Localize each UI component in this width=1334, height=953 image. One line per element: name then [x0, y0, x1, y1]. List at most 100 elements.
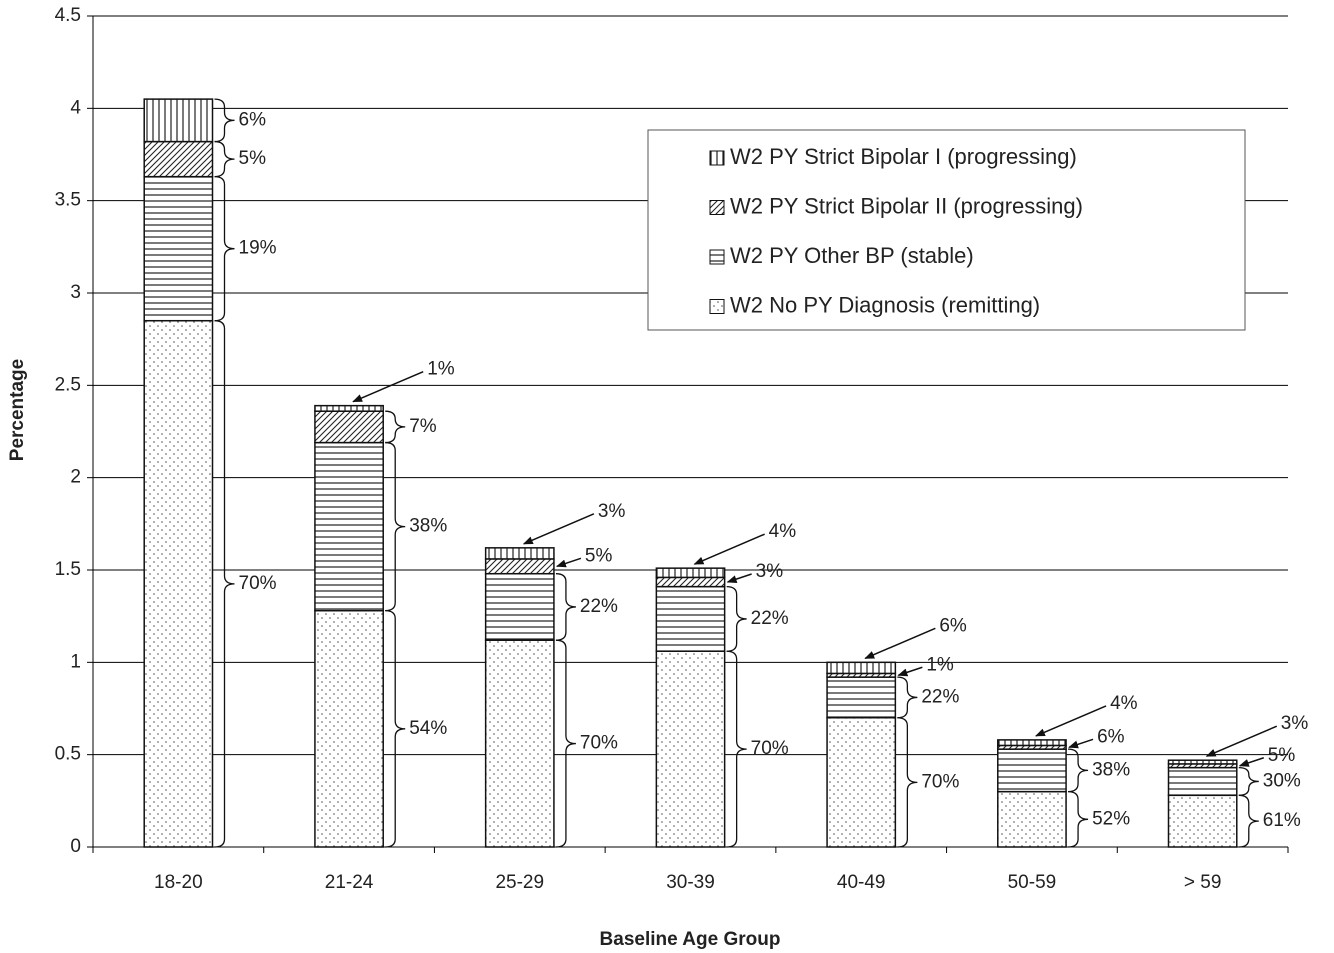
share-label: 3%: [598, 501, 626, 522]
brace: [726, 650, 747, 848]
label-arrow: [352, 370, 424, 403]
x-tick-label: 40-49: [837, 872, 886, 893]
x-tick-label: 30-39: [666, 872, 715, 893]
label-arrow: [897, 666, 923, 677]
x-tick-label: 21-24: [325, 872, 374, 893]
brace: [385, 410, 406, 444]
label-arrow: [1205, 725, 1278, 757]
share-label: 19%: [239, 238, 277, 259]
label-arrow: [522, 513, 595, 545]
share-label: 22%: [580, 596, 618, 617]
bar-segment: [484, 558, 555, 575]
bar-segment: [655, 650, 726, 848]
x-tick-label: 50-59: [1008, 872, 1057, 893]
legend-swatch: [709, 150, 725, 166]
label-arrow: [726, 573, 752, 583]
label-arrow: [1035, 705, 1107, 737]
label-arrow: [1068, 738, 1094, 749]
share-label: 52%: [1092, 808, 1130, 829]
legend-label: W2 No PY Diagnosis (remitting): [730, 292, 1040, 317]
bar-segment: [655, 585, 726, 653]
brace: [1238, 766, 1259, 796]
bar-segment: [1167, 766, 1238, 797]
brace: [1068, 748, 1089, 793]
brace: [726, 585, 747, 652]
bar-segment: [143, 98, 214, 143]
y-tick-label: 1.5: [55, 559, 81, 580]
bar-segment: [655, 576, 726, 588]
share-label: 1%: [926, 654, 954, 675]
share-label: 30%: [1263, 770, 1301, 791]
bar-segment: [314, 441, 384, 612]
y-tick-label: 3.5: [55, 190, 81, 211]
share-label: 4%: [769, 521, 797, 542]
share-label: 6%: [939, 615, 967, 636]
brace: [897, 717, 918, 848]
bar-segment: [484, 639, 555, 848]
brace: [214, 140, 235, 178]
bar-segment: [997, 790, 1067, 848]
share-label: 5%: [239, 148, 267, 169]
brace: [1068, 790, 1089, 848]
brace: [214, 98, 235, 143]
bar-segment: [826, 716, 897, 848]
legend-box: [647, 129, 1246, 331]
share-label: 61%: [1263, 810, 1301, 831]
brace: [214, 320, 235, 848]
share-label: 70%: [580, 733, 618, 754]
share-label: 6%: [1097, 726, 1125, 747]
bar-segment: [826, 661, 897, 675]
share-label: 5%: [585, 545, 613, 566]
y-tick-label: 1: [70, 651, 81, 672]
bar-segment: [143, 319, 214, 848]
share-label: 5%: [1268, 745, 1296, 766]
brace: [1238, 794, 1259, 848]
y-tick-label: 3: [70, 282, 81, 303]
x-tick-label: 25-29: [495, 872, 544, 893]
share-label: 70%: [239, 573, 277, 594]
bar-segment: [655, 567, 726, 579]
bar-segment: [1167, 794, 1238, 848]
label-arrow: [693, 533, 765, 565]
share-label: 1%: [427, 359, 455, 380]
bar-segment: [143, 175, 214, 322]
share-label: 38%: [409, 516, 447, 537]
share-label: 7%: [409, 416, 437, 437]
legend-label: W2 PY Other BP (stable): [730, 243, 974, 268]
brace: [385, 609, 406, 848]
brace: [214, 176, 235, 322]
legend-swatch: [709, 200, 725, 215]
share-label: 70%: [751, 738, 789, 759]
share-label: 4%: [1110, 693, 1138, 714]
bar-segment: [484, 547, 555, 560]
bar-segment: [143, 140, 214, 178]
brace: [897, 676, 918, 719]
share-label: 3%: [756, 561, 784, 582]
y-tick-label: 0.5: [55, 744, 81, 765]
x-axis-title: Baseline Age Group: [600, 929, 781, 950]
bar-segment: [826, 676, 897, 719]
legend-swatch: [709, 249, 725, 265]
brace: [555, 639, 576, 848]
x-tick-label: > 59: [1184, 872, 1222, 893]
bar-segment: [1167, 759, 1238, 765]
label-arrow: [864, 627, 936, 660]
legend-label: W2 PY Strict Bipolar I (progressing): [730, 144, 1077, 169]
y-axis-title: Percentage: [7, 359, 28, 461]
x-tick-label: 18-20: [154, 872, 203, 893]
bar-segment: [997, 739, 1067, 747]
label-arrow: [555, 557, 582, 568]
y-tick-label: 2: [70, 467, 81, 488]
brace: [385, 441, 406, 612]
bar-segment: [484, 572, 555, 641]
share-label: 22%: [751, 608, 789, 629]
share-label: 6%: [239, 109, 267, 130]
y-tick-label: 4.5: [55, 5, 81, 26]
share-label: 38%: [1092, 759, 1130, 780]
share-label: 22%: [921, 686, 959, 707]
bar-segment: [314, 404, 384, 412]
y-tick-label: 0: [70, 836, 81, 857]
bar-segment: [997, 748, 1067, 793]
legend-swatch: [709, 299, 725, 314]
